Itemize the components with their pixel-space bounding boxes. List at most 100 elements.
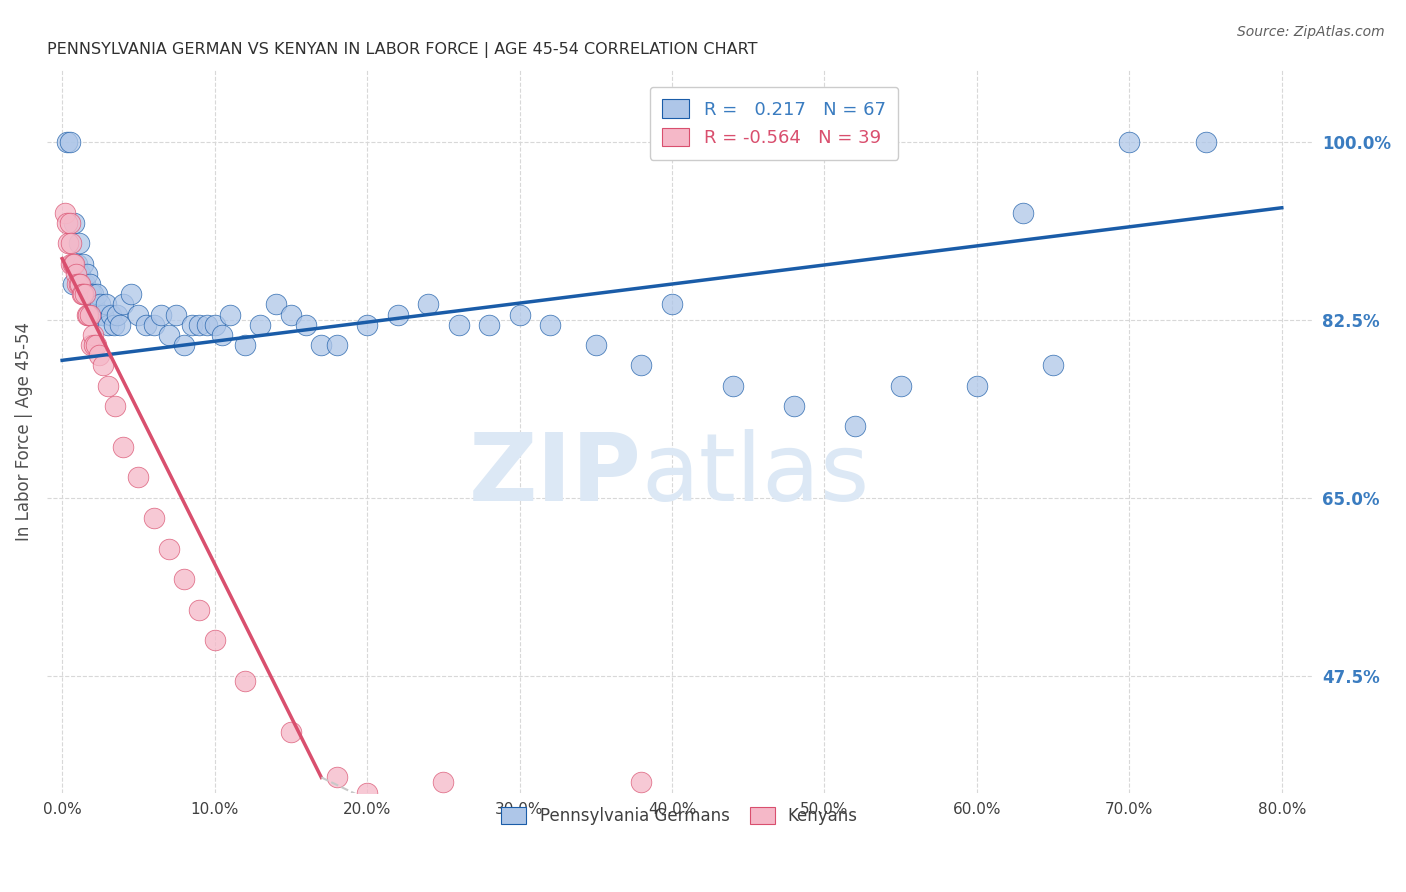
Point	[105, 308, 128, 322]
Point	[60, 257, 83, 271]
Point	[70, 287, 93, 301]
Point	[721, 378, 744, 392]
Point	[142, 318, 165, 332]
Point	[55, 216, 77, 230]
Point	[311, 338, 333, 352]
Text: ZIP: ZIP	[468, 429, 641, 521]
Point	[166, 308, 188, 322]
Point	[73, 277, 96, 291]
Point	[79, 277, 101, 291]
Text: atlas: atlas	[641, 429, 870, 521]
Point	[218, 308, 240, 322]
Point	[58, 236, 80, 251]
Point	[91, 308, 114, 322]
Point	[72, 287, 94, 301]
Point	[295, 318, 318, 332]
Point	[77, 287, 100, 301]
Point	[157, 541, 180, 556]
Point	[86, 287, 108, 301]
Point	[83, 297, 105, 311]
Point	[67, 236, 90, 251]
Point	[157, 327, 180, 342]
Point	[120, 287, 142, 301]
Point	[173, 338, 195, 352]
Point	[188, 318, 211, 332]
Point	[1042, 359, 1064, 373]
Point	[59, 135, 82, 149]
Text: PENNSYLVANIA GERMAN VS KENYAN IN LABOR FORCE | AGE 45-54 CORRELATION CHART: PENNSYLVANIA GERMAN VS KENYAN IN LABOR F…	[46, 42, 758, 58]
Point	[135, 318, 157, 332]
Point	[76, 308, 98, 322]
Point	[62, 257, 84, 271]
Point	[76, 267, 98, 281]
Point	[325, 338, 347, 352]
Point	[538, 318, 561, 332]
Point	[73, 287, 96, 301]
Y-axis label: In Labor Force | Age 45-54: In Labor Force | Age 45-54	[15, 322, 32, 541]
Point	[844, 419, 866, 434]
Point	[63, 216, 86, 230]
Point	[77, 308, 100, 322]
Point	[72, 257, 94, 271]
Point	[478, 318, 501, 332]
Point	[65, 267, 87, 281]
Point	[356, 318, 378, 332]
Point	[325, 771, 347, 785]
Point	[69, 267, 91, 281]
Point	[233, 673, 256, 688]
Point	[97, 378, 120, 392]
Point	[91, 359, 114, 373]
Point	[195, 318, 218, 332]
Point	[585, 338, 607, 352]
Point	[966, 378, 988, 392]
Point	[112, 440, 135, 454]
Point	[280, 308, 302, 322]
Point	[82, 287, 104, 301]
Point	[249, 318, 271, 332]
Point	[447, 318, 470, 332]
Point	[1194, 135, 1216, 149]
Point	[890, 378, 912, 392]
Point	[59, 216, 82, 230]
Point	[356, 786, 378, 800]
Point	[180, 318, 202, 332]
Point	[83, 338, 105, 352]
Point	[79, 308, 101, 322]
Point	[211, 327, 233, 342]
Point	[62, 277, 84, 291]
Point	[142, 511, 165, 525]
Point	[108, 318, 131, 332]
Point	[630, 775, 652, 789]
Point	[127, 308, 149, 322]
Text: Source: ZipAtlas.com: Source: ZipAtlas.com	[1237, 25, 1385, 39]
Point	[127, 470, 149, 484]
Point	[204, 318, 226, 332]
Point	[104, 399, 127, 413]
Point	[508, 308, 530, 322]
Point	[100, 308, 122, 322]
Point	[432, 775, 454, 789]
Point	[69, 277, 91, 291]
Point	[233, 338, 256, 352]
Point	[97, 318, 120, 332]
Point	[80, 287, 103, 301]
Point	[103, 318, 125, 332]
Point	[416, 297, 439, 311]
Point	[96, 297, 118, 311]
Point	[112, 297, 135, 311]
Point	[204, 633, 226, 648]
Point	[783, 399, 806, 413]
Point	[188, 602, 211, 616]
Point	[387, 308, 409, 322]
Point	[173, 572, 195, 586]
Point	[55, 135, 77, 149]
Point	[87, 348, 110, 362]
Point	[70, 277, 93, 291]
Point	[82, 327, 104, 342]
Point	[280, 724, 302, 739]
Point	[89, 297, 111, 311]
Point	[1118, 135, 1140, 149]
Point	[150, 308, 173, 322]
Point	[661, 297, 683, 311]
Point	[264, 297, 287, 311]
